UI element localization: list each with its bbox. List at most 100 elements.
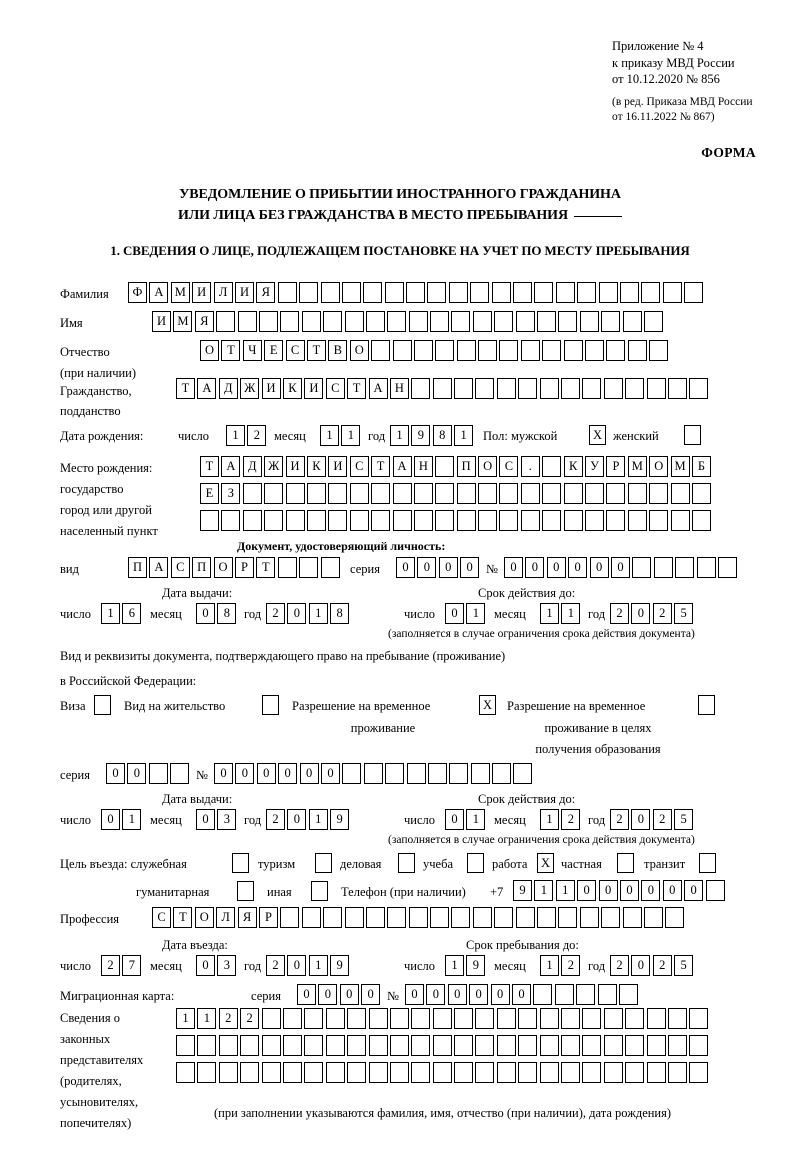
entry-day-cell-1[interactable]: 2 — [101, 955, 120, 976]
phone-cell-7[interactable]: 0 — [641, 880, 661, 901]
legal-1-cell-5[interactable] — [261, 1008, 281, 1029]
firstname-cell-12[interactable] — [387, 311, 407, 332]
citizenship-cell-11[interactable]: Н — [389, 378, 409, 399]
doc-type-cell-2[interactable]: А — [149, 557, 169, 578]
birthplace-1-cell-22[interactable]: О — [649, 456, 669, 477]
migration-number-cell-4[interactable]: 0 — [469, 984, 489, 1005]
stay-year-cell-2[interactable]: 0 — [631, 955, 651, 976]
doc-issue-day-cell-1[interactable]: 1 — [101, 603, 120, 624]
stay-year-cell-3[interactable]: 2 — [652, 955, 672, 976]
firstname-cell-23[interactable] — [622, 311, 642, 332]
permit-issue-year-cell-4[interactable]: 9 — [330, 809, 350, 830]
birthplace-1-cell-6[interactable]: К — [306, 456, 326, 477]
profession-cell-4[interactable]: Л — [216, 907, 236, 928]
surname-cell-4[interactable]: И — [192, 282, 212, 303]
birthplace-2-cell-1[interactable]: Е — [200, 483, 219, 504]
citizenship-cell-5[interactable]: И — [261, 378, 281, 399]
birthplace-1-cell-24[interactable]: Б — [691, 456, 711, 477]
birth-month-cell-2[interactable]: 1 — [341, 425, 361, 446]
legal-1-cell-13[interactable] — [432, 1008, 452, 1029]
migration-seria-cell-3[interactable]: 0 — [339, 984, 359, 1005]
surname-cell-10[interactable] — [320, 282, 340, 303]
legal-3-cell-14[interactable] — [454, 1062, 474, 1083]
permit-number-cell-5[interactable]: 0 — [299, 763, 319, 784]
legal-1-cell-20[interactable] — [582, 1008, 602, 1029]
permit-valid-year-cell-2[interactable]: 0 — [631, 809, 651, 830]
doc-valid-year-cell-2[interactable]: 0 — [631, 603, 651, 624]
legal-3-cell-6[interactable] — [282, 1062, 302, 1083]
citizenship-cell-13[interactable] — [432, 378, 452, 399]
firstname-cell-1[interactable]: И — [152, 311, 171, 332]
profession-cell-2[interactable]: Т — [173, 907, 193, 928]
surname-cell-11[interactable] — [341, 282, 361, 303]
permit-seria-cell-4[interactable] — [170, 763, 190, 784]
profession-cell-3[interactable]: О — [194, 907, 214, 928]
permit-number-cell-13[interactable] — [470, 763, 490, 784]
phone-cell-3[interactable]: 1 — [555, 880, 575, 901]
firstname-cell-2[interactable]: М — [173, 311, 193, 332]
citizenship-cell-19[interactable] — [561, 378, 581, 399]
doc-number-cell-2[interactable]: 0 — [525, 557, 545, 578]
migration-number-cell-7[interactable] — [533, 984, 553, 1005]
permit-number-cell-10[interactable] — [406, 763, 426, 784]
doc-type-cell-6[interactable]: Р — [234, 557, 254, 578]
legal-1-cell-25[interactable] — [689, 1008, 709, 1029]
profession-cell-18[interactable] — [515, 907, 535, 928]
legal-2-cell-17[interactable] — [518, 1035, 538, 1056]
legal-1-cell-7[interactable] — [304, 1008, 324, 1029]
temp-residence-checkbox[interactable]: X — [479, 695, 496, 715]
stay-day-cell-1[interactable]: 1 — [445, 955, 464, 976]
legal-2-cell-3[interactable] — [218, 1035, 238, 1056]
citizenship-cell-24[interactable] — [667, 378, 687, 399]
firstname-cell-14[interactable] — [430, 311, 450, 332]
legal-3-cell-1[interactable] — [176, 1062, 195, 1083]
legal-1-cell-14[interactable] — [454, 1008, 474, 1029]
migration-seria-cell-4[interactable]: 0 — [361, 984, 381, 1005]
doc-issue-year-cell-2[interactable]: 0 — [287, 603, 307, 624]
doc-number-cell-9[interactable] — [675, 557, 695, 578]
birthplace-1-cell-12[interactable] — [435, 456, 455, 477]
purpose-study-checkbox[interactable] — [467, 853, 484, 873]
citizenship-cell-2[interactable]: А — [197, 378, 217, 399]
permit-number-cell-7[interactable] — [342, 763, 362, 784]
entry-year-cell-3[interactable]: 1 — [308, 955, 328, 976]
patronymic-cell-5[interactable]: С — [285, 340, 305, 361]
doc-seria-cell-4[interactable]: 0 — [460, 557, 480, 578]
birthplace-3-cell-17[interactable] — [542, 510, 562, 531]
profession-cell-1[interactable]: С — [152, 907, 171, 928]
permit-issue-year-cell-3[interactable]: 1 — [308, 809, 328, 830]
legal-1-cell-21[interactable] — [603, 1008, 623, 1029]
purpose-humanitarian-checkbox[interactable] — [237, 881, 254, 901]
visa-checkbox[interactable] — [94, 695, 111, 715]
profession-cell-21[interactable] — [579, 907, 599, 928]
legal-1-cell-15[interactable] — [475, 1008, 495, 1029]
birthplace-2-cell-12[interactable] — [435, 483, 455, 504]
legal-2-cell-13[interactable] — [432, 1035, 452, 1056]
doc-seria-cell-3[interactable]: 0 — [438, 557, 458, 578]
profession-cell-13[interactable] — [408, 907, 428, 928]
doc-type-cell-3[interactable]: С — [170, 557, 190, 578]
profession-cell-10[interactable] — [344, 907, 364, 928]
birthplace-2-cell-16[interactable] — [520, 483, 540, 504]
legal-1-cell-19[interactable] — [561, 1008, 581, 1029]
profession-cell-12[interactable] — [387, 907, 407, 928]
legal-2-cell-9[interactable] — [347, 1035, 367, 1056]
birth-day-cell-2[interactable]: 2 — [247, 425, 267, 446]
birthplace-3-cell-11[interactable] — [413, 510, 433, 531]
surname-cell-1[interactable]: Ф — [128, 282, 147, 303]
surname-cell-2[interactable]: А — [149, 282, 169, 303]
doc-number-cell-4[interactable]: 0 — [568, 557, 588, 578]
birthplace-3-cell-21[interactable] — [627, 510, 647, 531]
birthplace-3-cell-3[interactable] — [242, 510, 262, 531]
patronymic-cell-1[interactable]: О — [200, 340, 219, 361]
citizenship-cell-20[interactable] — [582, 378, 602, 399]
surname-cell-27[interactable] — [684, 282, 704, 303]
surname-cell-26[interactable] — [662, 282, 682, 303]
permit-valid-year-cell-4[interactable]: 5 — [674, 809, 694, 830]
legal-1-cell-11[interactable] — [389, 1008, 409, 1029]
